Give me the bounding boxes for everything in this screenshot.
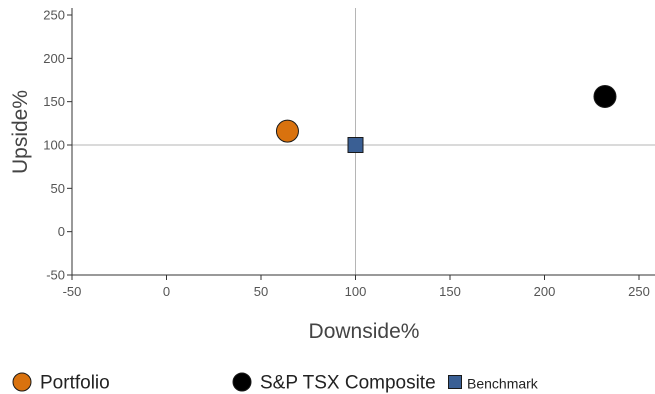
legend-label-portfolio: Portfolio <box>40 373 110 394</box>
x-tick-label: -50 <box>63 284 82 299</box>
x-tick-label: 100 <box>345 284 367 299</box>
x-axis-ticks: -50 0 50 100 150 200 250 <box>63 275 650 299</box>
legend-swatch-s-p-tsx-composite <box>232 372 252 392</box>
x-tick-label: 200 <box>534 284 556 299</box>
x-tick-label: 0 <box>163 284 170 299</box>
y-tick-label: -50 <box>46 268 65 283</box>
legend: Portfolio S&P TSX Composite Benchmark <box>12 372 539 394</box>
y-tick-label: 150 <box>43 94 65 109</box>
data-points <box>275 84 617 153</box>
x-axis-title: Downside% <box>309 320 420 343</box>
axes <box>71 8 655 276</box>
legend-label-s-p-tsx-composite: S&P TSX Composite <box>260 373 436 394</box>
legend-swatch-benchmark <box>448 375 462 389</box>
legend-label-benchmark: Benchmark <box>467 376 539 392</box>
x-tick-label: 250 <box>628 284 650 299</box>
y-tick-label: 200 <box>43 51 65 66</box>
y-tick-label: 250 <box>43 8 65 23</box>
point-benchmark <box>347 137 364 153</box>
y-tick-label: 50 <box>51 181 65 196</box>
x-tick-label: 150 <box>439 284 461 299</box>
y-tick-label: 0 <box>58 224 65 239</box>
legend-swatch-portfolio <box>12 372 32 392</box>
y-axis-ticks: -50 0 50 100 150 200 250 <box>43 8 72 283</box>
y-tick-label: 100 <box>43 138 65 153</box>
y-axis-title: Upside% <box>9 90 32 174</box>
x-tick-label: 50 <box>254 284 268 299</box>
point-portfolio <box>275 119 299 143</box>
point-s-p-tsx-composite <box>593 84 617 108</box>
